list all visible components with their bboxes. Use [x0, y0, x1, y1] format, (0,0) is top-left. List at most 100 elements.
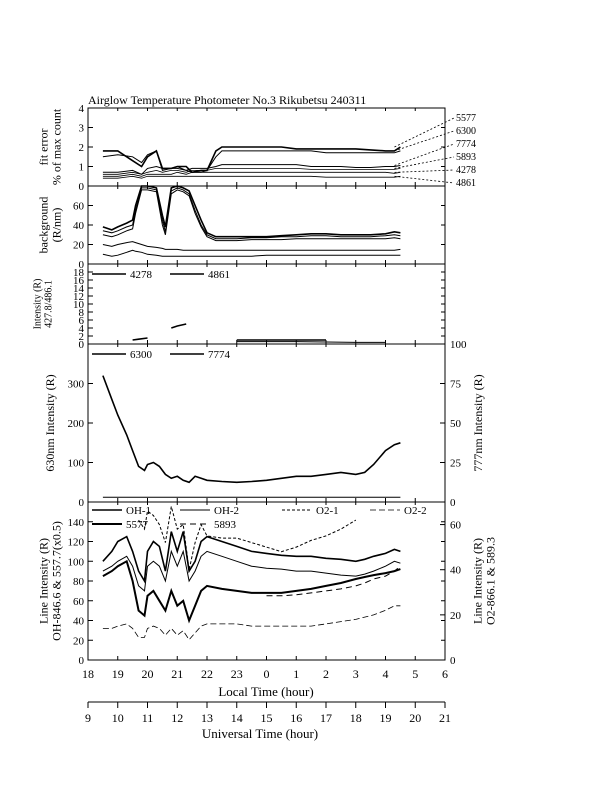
series-line-0-4 [102, 171, 401, 177]
y-right-tick-label: 60 [450, 520, 462, 532]
y-tick-label: 2 [79, 331, 85, 343]
y-axis-label: 427.8/486.1 [44, 280, 55, 328]
y-tick-label: 60 [73, 596, 85, 608]
legend-label-o2-2: O2-2 [404, 505, 427, 517]
local-time-axis-label: Local Time (hour) [218, 684, 313, 699]
universal-time-tick-label: 15 [261, 711, 273, 725]
y-tick-label: 1 [79, 162, 85, 174]
y-axis-label: fit error [37, 129, 51, 166]
local-time-tick-label: 21 [171, 667, 183, 681]
universal-time-axis-label: Universal Time (hour) [202, 726, 318, 741]
local-time-tick-label: 18 [82, 667, 94, 681]
right-label-4861: 4861 [456, 178, 476, 189]
local-time-tick-label: 19 [112, 667, 124, 681]
y-tick-label: 60 [73, 201, 85, 213]
y-tick-label: 0 [79, 181, 85, 193]
y-tick-label: 20 [73, 635, 85, 647]
legend-label-5893: 5893 [214, 519, 237, 531]
y-axis-label: % of max count [50, 108, 64, 185]
y-right-tick-label: 75 [450, 379, 462, 391]
series-line-2-1 [236, 341, 386, 343]
local-time-tick-label: 1 [293, 667, 299, 681]
y-axis-label: background [37, 197, 51, 254]
series-line-1-0 [102, 185, 401, 238]
y-right-tick-label: 50 [450, 418, 462, 430]
y-tick-label: 0 [79, 655, 85, 667]
y-axis-label: (R/nm) [50, 208, 64, 243]
local-time-tick-label: 4 [383, 667, 389, 681]
universal-time-tick-label: 17 [320, 711, 332, 725]
y-tick-label: 4 [79, 103, 85, 115]
series-line-1-4 [102, 249, 401, 257]
y-tick-label: 200 [68, 418, 85, 430]
series-line-o2-1 [138, 506, 357, 570]
y-tick-label: 2 [79, 142, 85, 154]
series-line-o2-2 [102, 605, 401, 641]
y-tick-label: 12 [73, 291, 84, 303]
y-tick-label: 100 [68, 556, 85, 568]
legend-label-oh-2: OH-2 [214, 505, 239, 517]
y-right-axis-label: 777nm Intensity (R) [471, 374, 485, 471]
right-label-5577: 5577 [456, 113, 476, 124]
y-tick-label: 10 [73, 299, 85, 311]
y-right-tick-label: 0 [450, 655, 456, 667]
universal-time-tick-label: 16 [290, 711, 302, 725]
y-right-axis-label: Line Intensity (R) [471, 538, 485, 624]
y-tick-label: 40 [73, 616, 85, 628]
universal-time-tick-label: 14 [231, 711, 243, 725]
y-right-tick-label: 100 [450, 339, 467, 351]
series-line-0-2 [102, 164, 401, 175]
right-label-5893: 5893 [456, 152, 476, 163]
panel-frame-630-777 [87, 343, 446, 503]
series-line-oh-2 [102, 549, 401, 592]
legend-label-6300: 6300 [130, 349, 153, 361]
right-label-leader [394, 143, 455, 166]
figure-title: Airglow Temperature Photometer No.3 Riku… [88, 93, 366, 107]
universal-time-tick-label: 19 [380, 711, 392, 725]
y-right-tick-label: 0 [450, 497, 456, 509]
y-tick-label: 3 [79, 123, 85, 135]
y-tick-label: 18 [73, 267, 85, 279]
series-line-1-3 [102, 241, 401, 251]
series-line-oh-1 [102, 531, 401, 584]
universal-time-tick-label: 12 [171, 711, 183, 725]
local-time-tick-label: 20 [142, 667, 154, 681]
universal-time-tick-label: 9 [85, 711, 91, 725]
local-time-tick-label: 22 [201, 667, 213, 681]
right-label-leader [394, 175, 455, 184]
y-tick-label: 300 [68, 379, 85, 391]
y-axis-label: Line Intensity (R) [37, 538, 51, 624]
y-axis-label: Intensity (R) [33, 279, 44, 330]
series-line-5577 [102, 559, 401, 624]
right-label-4278: 4278 [456, 165, 476, 176]
local-time-tick-label: 2 [323, 667, 329, 681]
y-tick-label: 6 [79, 315, 85, 327]
y-tick-label: 140 [68, 517, 85, 529]
right-label-leader [394, 117, 455, 148]
local-time-tick-label: 3 [353, 667, 359, 681]
legend-label-o2-1: O2-1 [316, 505, 339, 517]
y-tick-label: 0 [79, 497, 85, 509]
y-tick-label: 100 [68, 458, 85, 470]
legend-label-oh-1: OH-1 [126, 505, 151, 517]
y-axis-label: OH-846.6 & 557.7(x0.5) [50, 521, 64, 641]
y-tick-label: 80 [73, 576, 85, 588]
y-right-tick-label: 20 [450, 610, 462, 622]
series-line-0-1 [102, 150, 401, 173]
y-right-tick-label: 25 [450, 458, 462, 470]
y-tick-label: 14 [73, 283, 85, 295]
universal-time-tick-label: 21 [439, 711, 451, 725]
y-tick-label: 20 [73, 240, 85, 252]
series-line-0-3 [102, 168, 401, 175]
series-line-1-2 [102, 189, 401, 242]
right-label-leader [394, 169, 455, 173]
universal-time-tick-label: 11 [142, 711, 154, 725]
y-tick-label: 0 [79, 259, 85, 271]
y-tick-label: 0 [79, 339, 85, 351]
universal-time-tick-label: 10 [112, 711, 124, 725]
legend-label-7774: 7774 [208, 349, 231, 361]
y-axis-label: 630nm Intensity (R) [43, 374, 57, 471]
series-line-0-5 [102, 175, 401, 179]
